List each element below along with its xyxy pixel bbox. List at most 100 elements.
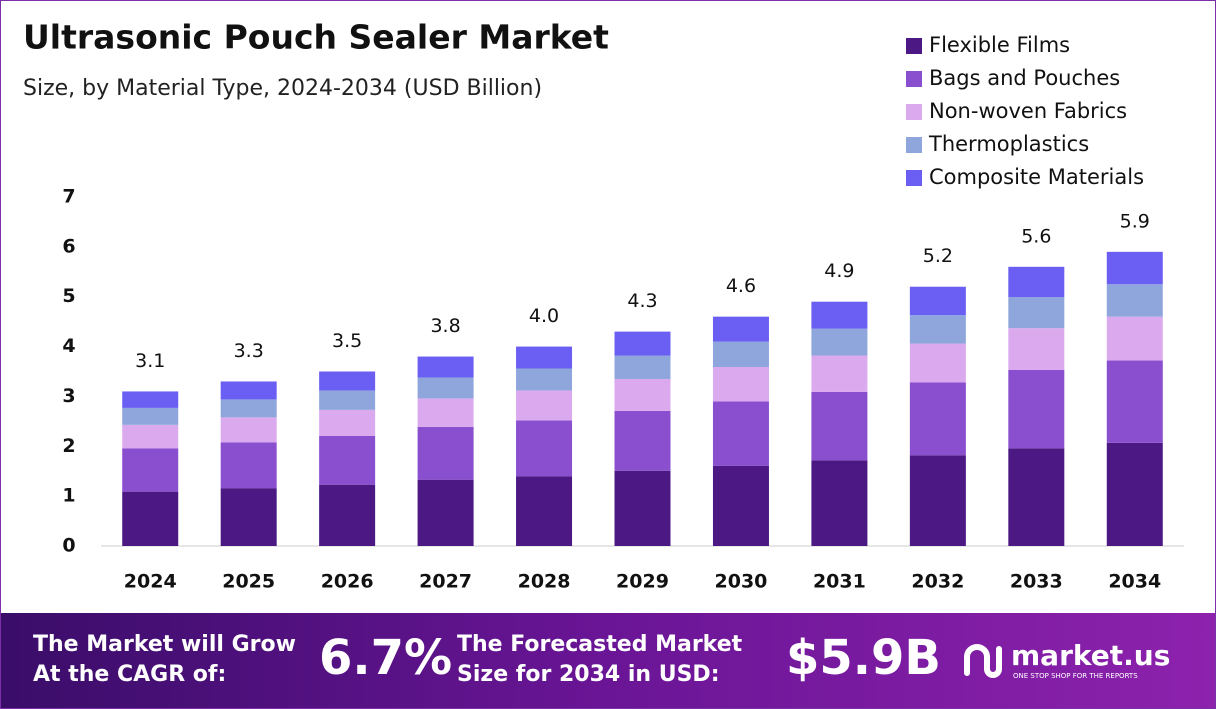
x-tick-label: 2024 (124, 571, 177, 593)
forecast-value: $5.9B (786, 630, 941, 686)
x-tick-label: 2033 (1010, 571, 1063, 593)
y-tick-label: 7 (62, 186, 75, 208)
footer-text: The Forecasted Market (457, 632, 743, 657)
chart-title: Ultrasonic Pouch Sealer Market (23, 18, 609, 57)
bar-segment (417, 377, 474, 399)
bar-segment (909, 315, 966, 344)
total-label: 4.3 (627, 290, 657, 312)
total-label: 5.6 (1021, 225, 1051, 247)
bar-segment (1106, 251, 1163, 285)
x-tick-label: 2028 (518, 571, 571, 593)
x-tick-label: 2025 (222, 571, 275, 593)
bar-segment (712, 401, 769, 466)
total-label: 4.6 (726, 275, 756, 297)
bar-segment (811, 355, 868, 392)
bar-segment (220, 488, 277, 546)
bar-segment (712, 316, 769, 342)
bar-segment (1008, 297, 1065, 329)
bar-segment (1106, 284, 1163, 317)
footer-band (1, 613, 1215, 708)
bar-segment (1008, 448, 1065, 546)
legend-swatch (906, 137, 922, 153)
bar-segment (122, 424, 179, 449)
y-tick-label: 2 (62, 435, 75, 457)
bar-segment (516, 420, 573, 477)
total-label: 3.5 (332, 330, 362, 352)
bar-segment (811, 391, 868, 461)
total-label: 3.3 (234, 340, 264, 362)
x-tick-label: 2031 (813, 571, 866, 593)
bar-segment (122, 391, 179, 408)
bar-segment (1106, 442, 1163, 546)
cagr-value: 6.7% (319, 630, 452, 686)
bar-segment (417, 356, 474, 378)
bar-segment (122, 407, 179, 425)
bar-segment (122, 491, 179, 546)
bar-segment (319, 390, 376, 410)
bar-segment (811, 328, 868, 356)
bar-segment (220, 399, 277, 418)
brand-tagline: ONE STOP SHOP FOR THE REPORTS (1013, 672, 1138, 680)
bar-segment (220, 417, 277, 443)
y-tick-label: 0 (62, 535, 75, 557)
x-tick-label: 2032 (911, 571, 964, 593)
bar-segment (1106, 316, 1163, 361)
bar-segment (122, 448, 179, 492)
total-label: 4.9 (824, 260, 854, 282)
x-tick-label: 2030 (715, 571, 768, 593)
legend-label: Composite Materials (929, 165, 1144, 189)
x-tick-label: 2034 (1108, 571, 1161, 593)
legend-swatch (906, 71, 922, 87)
bar-segment (712, 367, 769, 402)
bar-segment (614, 378, 671, 411)
y-tick-label: 3 (62, 385, 75, 407)
y-tick-label: 5 (62, 285, 75, 307)
total-label: 4.0 (529, 305, 559, 327)
x-tick-label: 2027 (419, 571, 472, 593)
legend-label: Non-woven Fabrics (929, 99, 1127, 123)
legend-swatch (906, 104, 922, 120)
y-tick-label: 1 (62, 485, 75, 507)
brand-name: market.us (1011, 639, 1170, 672)
total-label: 3.8 (430, 315, 460, 337)
bar-segment (1008, 328, 1065, 371)
bar-segment (1008, 370, 1065, 449)
footer-text: The Market will Grow (33, 632, 296, 657)
bar-segment (1008, 266, 1065, 298)
bar-segment (614, 331, 671, 356)
bar-segment (811, 460, 868, 546)
footer-text: At the CAGR of: (33, 662, 226, 687)
bar-segment (516, 476, 573, 546)
bar-segment (712, 341, 769, 368)
bar-segment (614, 470, 671, 546)
bar-segment (417, 426, 474, 480)
bar-segment (417, 479, 474, 546)
y-tick-label: 4 (62, 335, 75, 357)
x-tick-label: 2026 (321, 571, 374, 593)
bar-segment (516, 346, 573, 369)
bar-segment (909, 382, 966, 456)
bar-segment (516, 390, 573, 421)
legend-label: Flexible Films (929, 33, 1070, 57)
bar-segment (909, 455, 966, 546)
bar-segment (614, 410, 671, 471)
bar-segment (1106, 360, 1163, 443)
bar-segment (909, 286, 966, 316)
bar-segment (712, 465, 769, 546)
brand-logo (964, 644, 1002, 678)
footer-text: Size for 2034 in USD: (457, 662, 720, 687)
legend-swatch (906, 170, 922, 186)
legend-swatch (906, 38, 922, 54)
bar-segment (614, 355, 671, 379)
x-tick-label: 2029 (616, 571, 669, 593)
bar-segment (319, 484, 376, 546)
bar-segment (909, 343, 966, 383)
bar-segment (516, 368, 573, 391)
bar-segment (811, 301, 868, 329)
chart-subtitle: Size, by Material Type, 2024-2034 (USD B… (23, 76, 542, 101)
bar-segment (220, 442, 277, 489)
total-label: 5.9 (1120, 210, 1150, 232)
legend-label: Bags and Pouches (929, 66, 1120, 90)
